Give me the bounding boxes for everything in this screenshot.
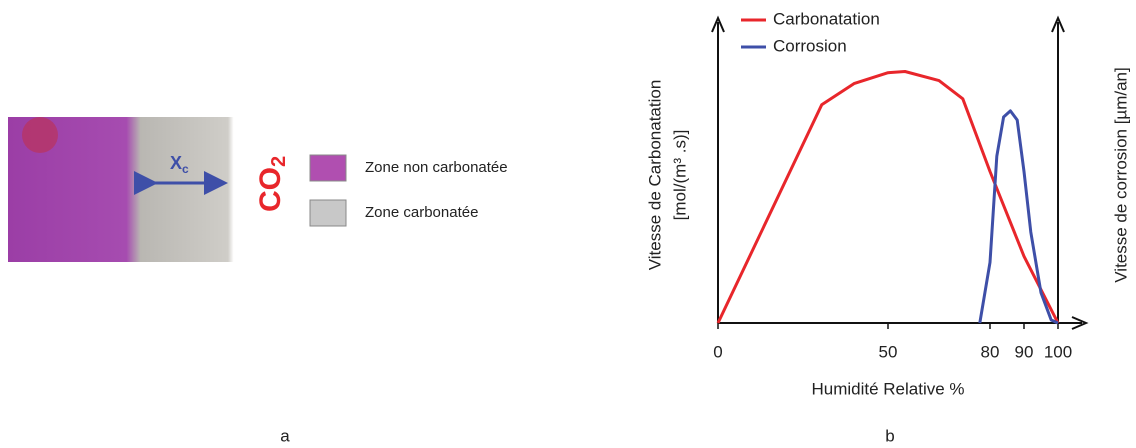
y-axis [712, 18, 724, 323]
xc-main: X [170, 153, 182, 173]
legend-label: Zone non carbonatée [365, 159, 508, 176]
figure: Xc CO2 Zone non carbonatée Zone carbonaté… [0, 0, 1136, 443]
legend-swatch [310, 155, 346, 181]
co2-sub: 2 [268, 156, 290, 167]
legend-label: Carbonatation [773, 9, 880, 28]
x-tick-label: 0 [713, 342, 722, 361]
legend-label: Corrosion [773, 36, 847, 55]
caption-b: b [885, 426, 894, 443]
y-axis-label: Vitesse de Carbonatation [645, 80, 664, 271]
panel-b: Humidité Relative % Vitesse de Carbonata… [645, 9, 1130, 443]
y2-axis [1052, 18, 1064, 323]
x-tick-label: 50 [879, 342, 898, 361]
series-line [718, 72, 1058, 324]
x-tick-label: 100 [1044, 342, 1072, 361]
y-axis-unit: [mol/(m³ .s)] [670, 130, 689, 221]
legend-a: Zone non carbonatée Zone carbonatée [310, 155, 508, 226]
y2-axis-label: Vitesse de corrosion [µm/an] [1111, 67, 1130, 282]
legend-label: Zone carbonatée [365, 204, 478, 221]
x-axis [718, 317, 1086, 329]
x-tick-label: 80 [981, 342, 1000, 361]
legend-swatch [310, 200, 346, 226]
photo-detail [22, 117, 58, 153]
x-tick-label: 90 [1015, 342, 1034, 361]
co2-main: CO [254, 167, 287, 212]
caption-a: a [280, 426, 290, 443]
x-axis-label: Humidité Relative % [811, 379, 964, 398]
series-line [980, 111, 1058, 323]
xc-sub: c [182, 162, 189, 176]
panel-a: Xc CO2 Zone non carbonatée Zone carbonaté… [8, 117, 508, 443]
